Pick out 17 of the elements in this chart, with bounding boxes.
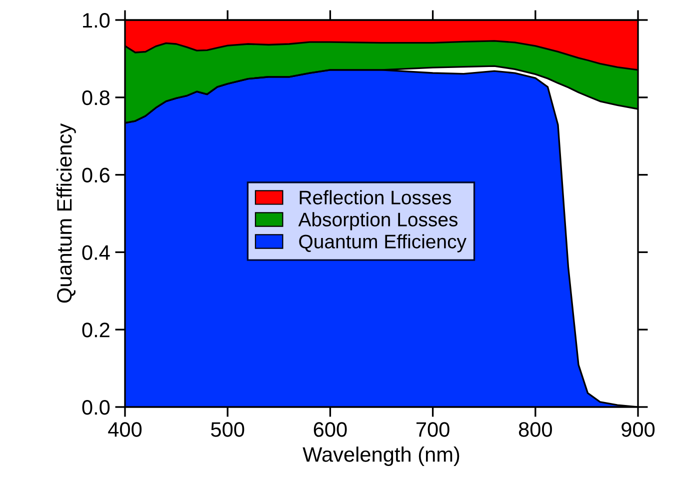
x-tick-label: 700	[416, 422, 450, 437]
y-tick-label: 0.4	[82, 245, 110, 260]
x-tick-label: 500	[211, 422, 244, 437]
x-axis-title: Wavelength (nm)	[302, 446, 460, 466]
x-tick-label: 900	[622, 422, 655, 437]
legend-label: Absorption Losses	[298, 212, 458, 230]
legend-label: Reflection Losses	[300, 190, 452, 204]
y-tick-label: 0.6	[82, 168, 110, 183]
y-tick-label: 0.2	[82, 322, 110, 338]
x-tick-label: 400	[108, 422, 142, 437]
legend-label: Quantum Efficiency	[299, 234, 466, 252]
y-tick-label: 1.0	[83, 13, 110, 28]
x-tick-label: 600	[314, 422, 347, 437]
y-axis-title: Quantum Efficiency	[56, 123, 76, 303]
y-tick-label: 0.0	[82, 400, 110, 415]
x-tick-label: 800	[518, 422, 552, 437]
y-tick-label: 0.8	[82, 90, 110, 106]
